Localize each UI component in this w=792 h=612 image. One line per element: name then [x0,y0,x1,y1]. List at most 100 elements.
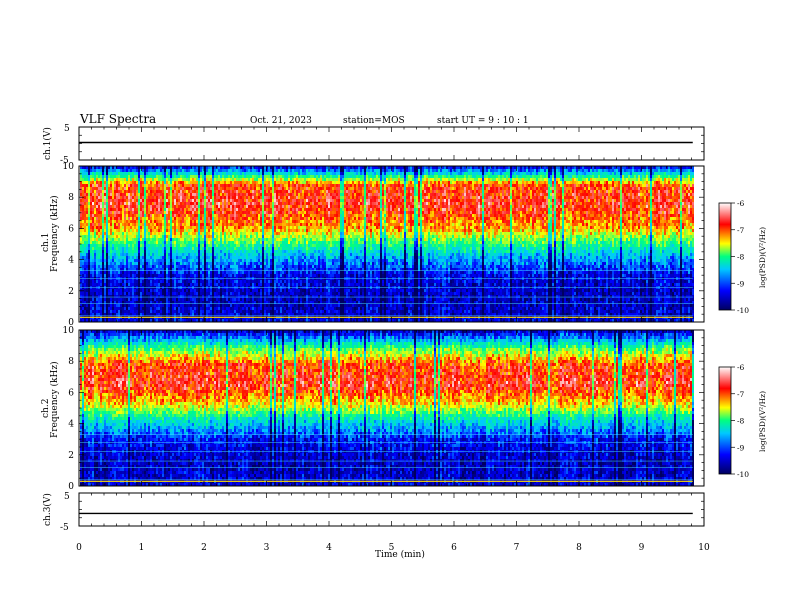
spectrogram-cell [108,175,110,178]
spectrogram-cell [108,232,110,235]
spectrogram-cell [98,181,100,184]
spectrogram-cell [114,202,116,205]
spectrogram-cell [84,199,86,202]
spectrogram-cell [94,295,96,298]
spectrogram-cell [88,307,90,310]
spectrogram-cell [108,250,110,253]
spectrogram-cell [106,304,108,307]
spectrogram-cell [92,229,94,232]
spectrogram-cell [104,274,106,277]
spectrogram-cell [100,241,102,244]
spectrogram-cell [84,169,86,172]
colorbar-tick-label: -10 [737,470,749,479]
spectrogram-cell [118,304,120,307]
spectrogram-cell [112,259,114,262]
spectrogram-cell [106,247,108,250]
spectrogram-cell [98,292,100,295]
spectrogram-cell [100,244,102,247]
spectrogram-cell [118,220,120,223]
spectrogram-cell [82,304,84,307]
spectrogram-cell [90,244,92,247]
colorbar-tick-label: -7 [737,390,745,399]
spectrogram-cell [90,220,92,223]
spectrogram-cell [110,283,112,286]
spectrogram-cell [96,238,98,241]
spectrogram-cell [118,229,120,232]
spectrogram-cell [116,214,118,217]
spectrogram-cell [88,190,90,193]
spectrogram-cell [118,295,120,298]
spectrogram-cell [86,304,88,307]
spectrogram-cell [86,181,88,184]
spectrogram-cell [118,196,120,199]
spectrogram-cell [90,172,92,175]
spectrogram-cell [122,250,124,253]
spectrogram-cell [102,181,104,184]
spectrogram-cell [108,208,110,211]
spectrogram-cell [100,238,102,241]
spectrogram-cell [118,184,120,187]
spectrogram-cell [100,199,102,202]
spectrogram-cell [88,196,90,199]
spectrogram-cell [110,265,112,268]
spectrogram-cell [116,289,118,292]
spectrogram-cell [112,193,114,196]
spectrogram-cell [100,178,102,181]
spectrogram-cell [90,214,92,217]
spectrogram-cell [94,184,96,187]
spectrogram-cell [84,295,86,298]
spectrogram-cell [106,292,108,295]
spectrogram-cell [88,232,90,235]
spectrogram-cell [86,289,88,292]
ch3-waveform-panel: 5 -5 ch.3(V) [42,492,704,533]
spectrogram-cell [82,247,84,250]
spectrogram-cell [94,292,96,295]
spectrogram-cell [108,265,110,268]
spectrogram-cell [118,256,120,259]
spectrogram-cell [122,214,124,217]
spectrogram-cell [108,184,110,187]
spectrogram-cell [84,253,86,256]
spectrogram-cell [114,181,116,184]
spectrogram-cell [116,307,118,310]
spectrogram-cell [94,250,96,253]
spectrogram-cell [110,289,112,292]
spectrogram-cell [102,292,104,295]
spectrogram-cell [106,271,108,274]
spectrogram-cell [82,199,84,202]
spectrogram-cell [120,169,122,172]
spectrogram-cell [82,310,84,313]
spectrogram-cell [110,256,112,259]
spectrogram-cell [98,199,100,202]
spectrogram-cell [102,211,104,214]
spectrogram-cell [86,196,88,199]
spectrogram-cell [102,208,104,211]
spectrogram-cell [110,181,112,184]
spectrogram-cell [88,292,90,295]
spectrogram-cell [106,307,108,310]
spectrogram-cell [102,175,104,178]
spectrogram-cell [94,205,96,208]
spectrogram-cell [114,298,116,301]
spectrogram-cell [112,232,114,235]
spectrogram-cell [96,298,98,301]
spectrogram-cell [94,241,96,244]
spectrogram-cell [86,283,88,286]
spectrogram-cell [84,250,86,253]
spectrogram-cell [88,259,90,262]
spectrogram-cell [100,307,102,310]
spectrogram-cell [90,274,92,277]
spectrogram-cell [104,169,106,172]
spectrogram-cell [96,184,98,187]
spectrogram-cell [92,232,94,235]
spectrogram-cell [94,208,96,211]
spectrogram-cell [102,253,104,256]
spectrogram-cell [80,262,82,265]
spectrogram-cell [96,256,98,259]
spectrogram-cell [88,271,90,274]
spectrogram-cell [92,262,94,265]
spectrogram-cell [90,310,92,313]
spectrogram-cell [92,274,94,277]
spectrogram-cell [96,292,98,295]
spectrogram-cell [116,271,118,274]
